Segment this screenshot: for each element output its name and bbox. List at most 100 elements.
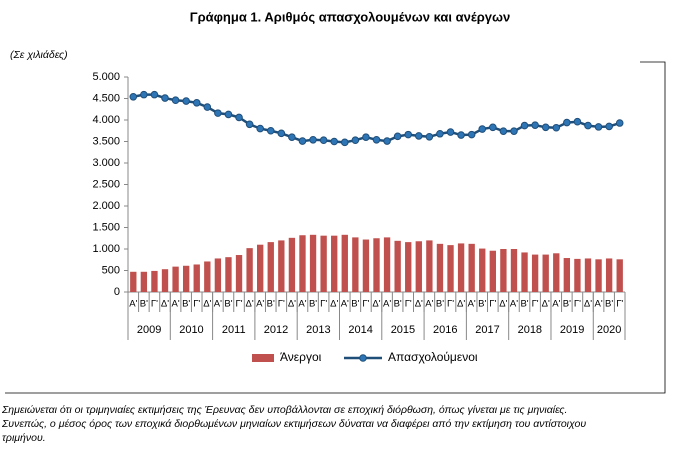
year-label: 2010 xyxy=(179,324,203,336)
footnote: Συνεπώς, ο μέσος όρος των εποχικά διορθω… xyxy=(1,418,586,430)
marker xyxy=(573,117,582,126)
chart-title: Γράφημα 1. Αριθμός απασχολουμένων και αν… xyxy=(190,9,510,24)
x-tick-label: Α' xyxy=(256,299,264,310)
year-label: 2019 xyxy=(560,324,584,336)
y-tick-label: 3.500 xyxy=(92,135,120,147)
x-tick-label: Δ' xyxy=(415,299,423,310)
bar xyxy=(161,269,169,292)
bar xyxy=(457,243,465,292)
marker xyxy=(192,99,201,107)
bar xyxy=(225,257,232,292)
x-tick-label: Α' xyxy=(510,299,518,310)
marker xyxy=(214,109,222,117)
x-tick-label: Γ' xyxy=(320,299,327,310)
marker xyxy=(489,123,497,132)
bar xyxy=(531,254,539,292)
y-tick-label: 3.000 xyxy=(92,157,120,169)
year-label: 2009 xyxy=(137,324,161,336)
bar xyxy=(140,271,148,292)
year-label: 2014 xyxy=(348,324,372,336)
year-label: 2012 xyxy=(264,324,288,336)
marker xyxy=(467,130,476,139)
unit-label: (Σε χιλιάδες) xyxy=(10,49,68,61)
marker xyxy=(340,138,349,147)
footnote: Σημειώνεται ότι οι τριμηνιαίες εκτιμήσει… xyxy=(1,404,567,416)
marker xyxy=(161,94,169,102)
bar xyxy=(204,261,211,292)
y-tick-label: 2.500 xyxy=(92,178,120,190)
bar xyxy=(595,259,602,292)
marker xyxy=(541,123,550,132)
x-tick-label: Β' xyxy=(309,299,317,310)
y-tick-label: 1.500 xyxy=(92,221,120,233)
x-tick-label: Α' xyxy=(594,299,602,310)
x-tick-label: Β' xyxy=(563,299,571,310)
bar xyxy=(309,234,317,292)
marker xyxy=(256,124,264,133)
y-tick-label: 1.000 xyxy=(92,243,120,255)
bar xyxy=(447,245,454,292)
bar xyxy=(299,235,306,292)
bar xyxy=(151,270,158,292)
bar xyxy=(246,248,253,292)
footnote: τριμήνου. xyxy=(2,432,46,444)
bar xyxy=(436,243,444,292)
x-tick-label: Δ' xyxy=(288,299,296,310)
marker xyxy=(594,123,603,131)
marker xyxy=(140,90,148,99)
marker xyxy=(425,132,434,141)
bar xyxy=(235,255,243,292)
bar xyxy=(383,237,391,292)
year-label: 2013 xyxy=(306,324,330,336)
x-tick-label: Β' xyxy=(267,299,275,310)
marker xyxy=(150,90,159,99)
marker xyxy=(531,121,539,129)
marker xyxy=(552,123,561,132)
y-tick-label: 5.000 xyxy=(92,71,120,83)
bar xyxy=(563,258,571,292)
marker xyxy=(372,135,381,144)
bar xyxy=(257,244,264,292)
x-tick-label: Β' xyxy=(520,299,528,310)
x-tick-label: Δ' xyxy=(203,299,211,310)
bar xyxy=(616,259,623,292)
x-tick-label: Β' xyxy=(478,299,486,310)
line xyxy=(133,93,621,144)
y-tick-label: 4.500 xyxy=(92,92,120,104)
bar xyxy=(288,237,296,292)
marker xyxy=(182,97,190,105)
x-tick-label: Β' xyxy=(224,299,232,310)
marker xyxy=(277,129,286,138)
year-label: 2011 xyxy=(222,324,246,336)
x-tick-label: Α' xyxy=(468,299,476,310)
year-label: 2015 xyxy=(391,324,415,336)
x-tick-label: Δ' xyxy=(372,299,380,310)
marker xyxy=(266,126,275,135)
x-tick-label: Γ' xyxy=(574,299,581,310)
x-tick-label: Α' xyxy=(425,299,433,310)
x-tick-label: Α' xyxy=(383,299,391,310)
year-label: 2017 xyxy=(475,324,499,336)
bar xyxy=(426,240,433,292)
bar xyxy=(500,249,507,292)
bar xyxy=(574,258,581,292)
marker xyxy=(563,118,571,127)
legend-swatch xyxy=(252,354,274,362)
bar xyxy=(267,242,274,292)
bar xyxy=(489,250,496,292)
bar xyxy=(415,241,422,292)
x-tick-label: Α' xyxy=(129,299,137,310)
x-tick-label: Δ' xyxy=(330,299,338,310)
legend-label: Απασχολούμενοι xyxy=(388,350,478,364)
marker xyxy=(171,96,180,105)
marker xyxy=(383,137,391,145)
bar xyxy=(405,242,412,292)
bar xyxy=(553,253,560,292)
marker xyxy=(414,132,423,140)
x-tick-label: Γ' xyxy=(236,299,243,310)
bar xyxy=(278,240,285,292)
year-label: 2020 xyxy=(597,324,621,336)
year-label: 2016 xyxy=(433,324,457,336)
x-tick-label: Β' xyxy=(140,299,148,310)
x-tick-label: Δ' xyxy=(246,299,254,310)
